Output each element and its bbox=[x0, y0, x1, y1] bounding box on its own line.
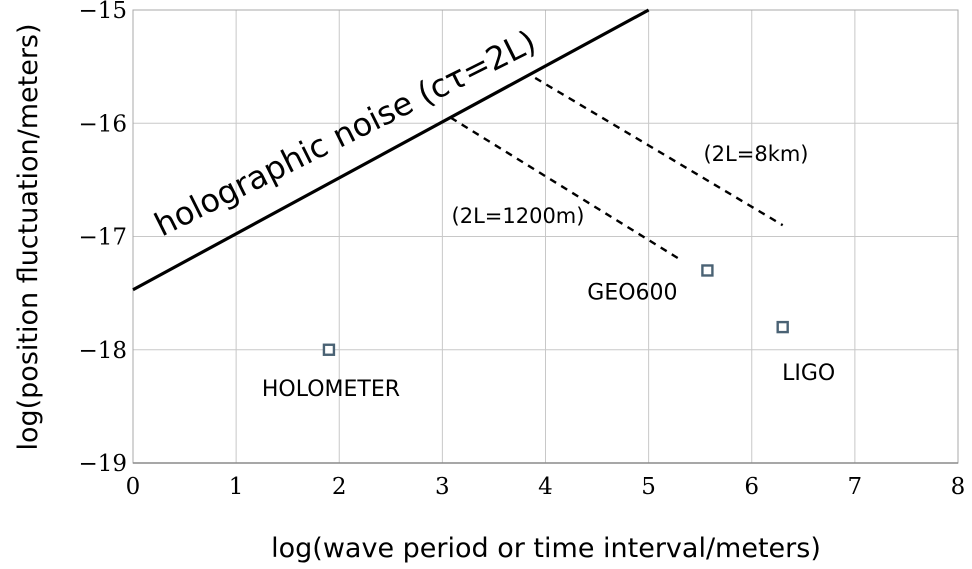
data-point-label: GEO600 bbox=[587, 280, 677, 305]
data-point-marker bbox=[322, 343, 336, 356]
x-tick-label: 3 bbox=[435, 474, 450, 500]
x-tick-label: 2 bbox=[332, 474, 347, 500]
y-tick-label: −15 bbox=[78, 0, 127, 24]
x-tick-label: 8 bbox=[951, 474, 966, 500]
line-label-1200m: (2L=1200m) bbox=[452, 204, 585, 228]
y-tick-label: −18 bbox=[78, 338, 127, 364]
y-axis-label: log(position fluctuation/meters) bbox=[13, 23, 44, 450]
x-axis-label: log(wave period or time interval/meters) bbox=[271, 533, 821, 564]
data-point-label: LIGO bbox=[782, 361, 835, 386]
series-line-0 bbox=[132, 8, 650, 292]
y-tick-label: −19 bbox=[78, 451, 127, 477]
y-tick-label: −17 bbox=[78, 225, 127, 251]
series-line-1 bbox=[449, 116, 681, 261]
data-point-label: HOLOMETER bbox=[262, 377, 400, 402]
x-tick-label: 6 bbox=[744, 474, 759, 500]
data-point-marker bbox=[776, 320, 789, 334]
series-line-2 bbox=[534, 76, 784, 227]
y-tick-label: −16 bbox=[78, 111, 127, 137]
x-tick-label: 7 bbox=[848, 474, 863, 500]
x-tick-label: 5 bbox=[641, 474, 656, 500]
axes: 0 1 2 3 4 5 6 7 8 −15 −16 −17 −18 −19 bbox=[78, 0, 965, 500]
data-points: HOLOMETER GEO600 LIGO bbox=[262, 264, 835, 402]
x-tick-label: 4 bbox=[538, 474, 553, 500]
x-tick-label: 1 bbox=[229, 474, 244, 500]
grid-lines bbox=[133, 10, 958, 463]
series-lines bbox=[132, 8, 784, 292]
line-label-8km: (2L=8km) bbox=[703, 142, 808, 166]
x-tick-label: 0 bbox=[126, 474, 141, 500]
data-point-marker bbox=[701, 264, 714, 277]
